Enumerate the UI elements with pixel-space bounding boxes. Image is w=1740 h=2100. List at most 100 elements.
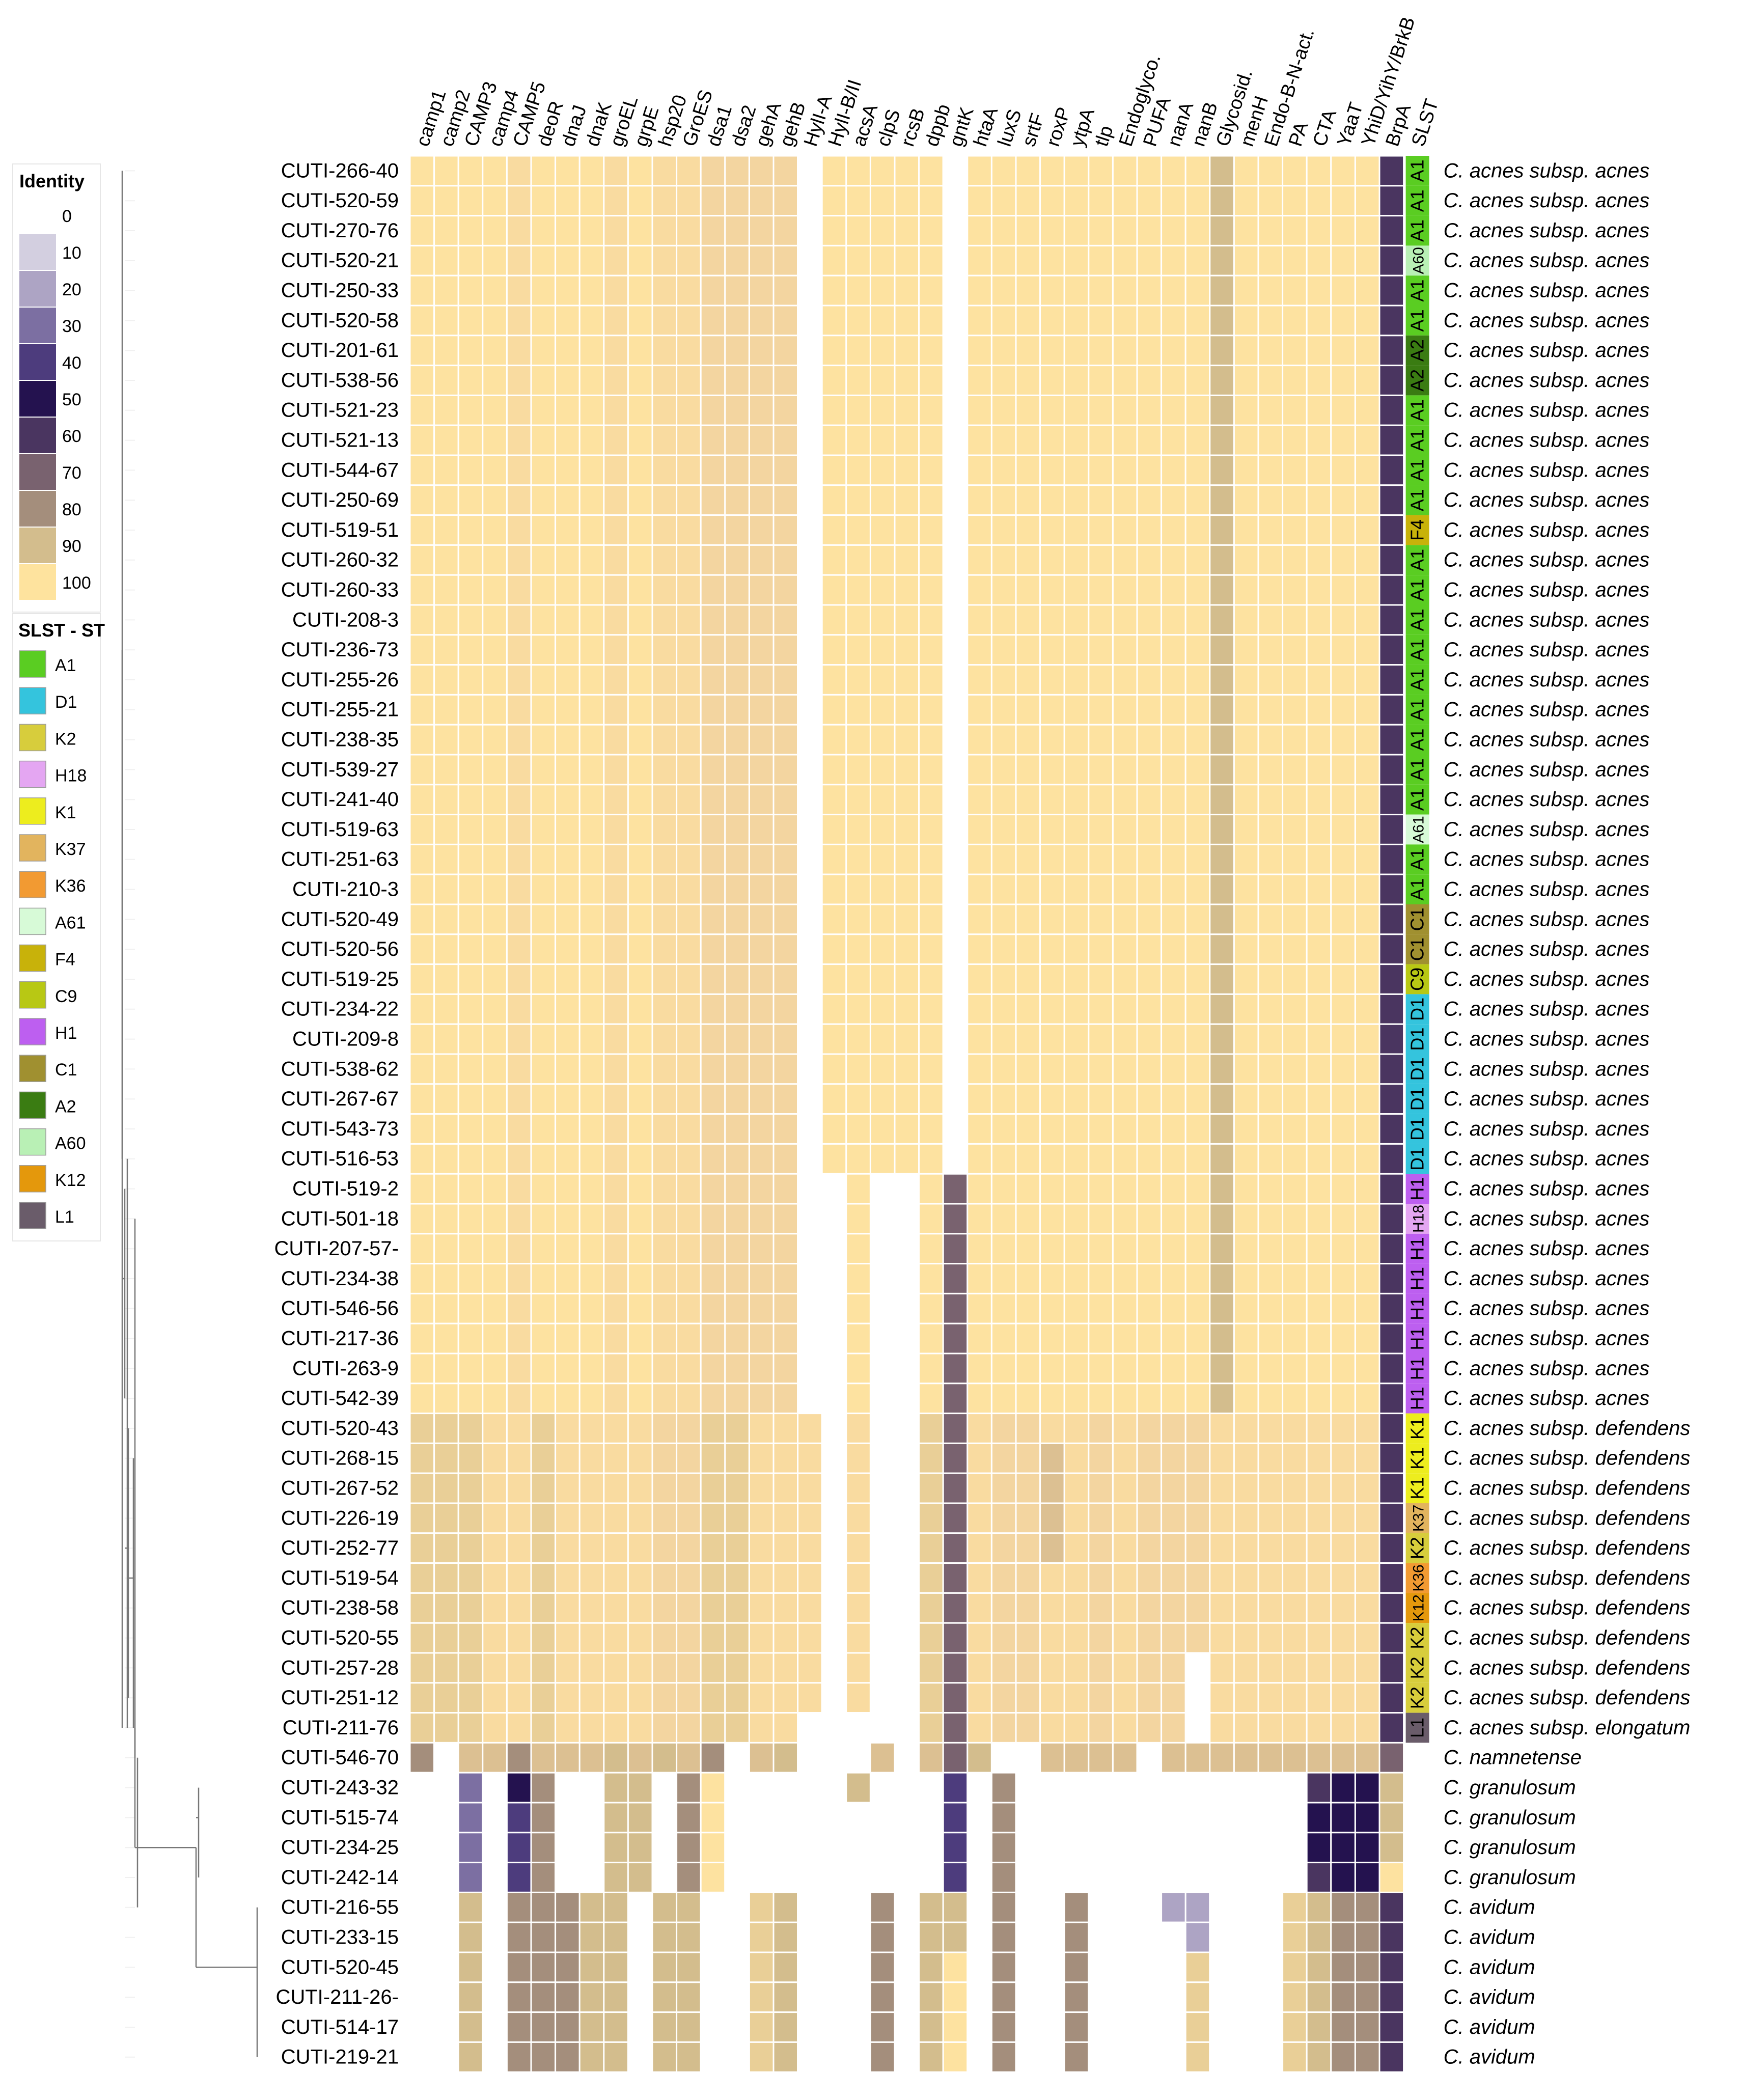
identity-cell [530,1352,557,1385]
identity-cell [482,1712,508,1744]
identity-cell [482,784,508,816]
identity-cell [603,484,629,516]
identity-cell [1257,185,1284,217]
identity-cell [530,694,557,726]
identity-cell [772,1772,799,1804]
species-label: C. acnes subsp. acnes [1444,729,1650,751]
identity-cell [1161,903,1186,935]
identity-cell [1184,1442,1211,1474]
identity-cell [1063,754,1090,786]
identity-cell [845,1742,871,1774]
identity-cell [627,1532,653,1564]
identity-cell [797,1802,823,1834]
species-label: C. acnes subsp. defendens [1444,1656,1691,1679]
slst-cell [1405,425,1429,455]
identity-cell [1233,244,1259,277]
identity-cell [1112,993,1138,1025]
identity-cell [627,1173,653,1205]
identity-cell [942,514,969,546]
identity-cell [1088,1592,1114,1624]
identity-cell [627,604,653,636]
slst-label: K1 [1407,1447,1428,1470]
identity-cell [869,1832,896,1864]
identity-cell [1112,1053,1138,1085]
strain-label: CUTI-257-28 [281,1656,399,1679]
identity-cell [1063,1383,1090,1415]
identity-cell [1184,244,1211,277]
slst-cell [1405,455,1429,485]
identity-cell [651,2011,678,2043]
identity-cell [918,1143,944,1175]
identity-cell [1063,1263,1090,1294]
identity-cell [1039,1682,1065,1714]
identity-cell [1209,933,1235,965]
identity-cell [1209,814,1235,845]
identity-cell [530,1053,557,1085]
identity-cell [676,1023,702,1055]
identity-cell [1088,365,1114,396]
identity-cell [894,1862,920,1893]
identity-cell [1184,544,1211,576]
identity-cell [555,274,581,307]
identity-cell [748,784,775,816]
identity-cell [918,1203,944,1235]
slst-cell [1405,605,1429,635]
identity-cell [1257,244,1284,277]
identity-cell [942,424,969,456]
identity-cell [530,215,557,246]
identity-cell [555,1772,581,1804]
identity-cell [1136,933,1163,965]
identity-cell [433,2011,459,2043]
identity-cell [1233,2041,1259,2073]
identity-cell [603,244,629,277]
identity-cell [869,305,896,337]
slst-label: K1 [1407,1477,1428,1500]
identity-cell [1282,1532,1308,1564]
identity-cell [1039,1832,1065,1864]
identity-cell [700,903,726,935]
slst-cell [1405,1653,1429,1683]
identity-cell [869,544,896,576]
identity-cell [1184,424,1211,456]
identity-cell [409,843,435,875]
identity-cell [1330,963,1356,995]
identity-cell [821,544,847,576]
identity-cell [1136,724,1163,756]
identity-cell [990,2041,1017,2073]
identity-cell [1209,424,1235,456]
strain-label: CUTI-543-73 [281,1118,399,1140]
identity-cell [869,843,896,875]
identity-cell [724,1472,750,1504]
identity-cell [869,814,896,845]
identity-cell [845,1772,871,1804]
slst-label: K2 [1407,1656,1428,1679]
identity-cell [578,1562,605,1594]
identity-cell [651,215,678,246]
identity-cell [942,365,969,396]
identity-cell [651,1622,678,1654]
identity-cell [1378,394,1405,426]
identity-cell [651,1951,678,1983]
identity-cell [1354,1173,1380,1205]
identity-cell [457,843,484,875]
strain-label: CUTI-255-26 [281,669,399,691]
identity-cell [1378,754,1405,786]
identity-cell [1039,1053,1065,1085]
identity-cell [578,634,605,666]
slst-cell [1405,185,1429,216]
identity-cell [748,1682,775,1714]
identity-cell [1306,1053,1332,1085]
identity-cell [1184,1292,1211,1324]
identity-cell [530,2041,557,2073]
identity-cell [821,784,847,816]
identity-cell [1161,2041,1186,2073]
identity-cell [700,1472,726,1504]
identity-cell [555,903,581,935]
slst-cell [1405,755,1429,785]
identity-cell [1354,215,1380,246]
identity-cell [1136,1742,1163,1774]
identity-cell [1063,1772,1090,1804]
identity-cell [1378,933,1405,965]
identity-cell [942,634,969,666]
identity-cell [1088,574,1114,606]
